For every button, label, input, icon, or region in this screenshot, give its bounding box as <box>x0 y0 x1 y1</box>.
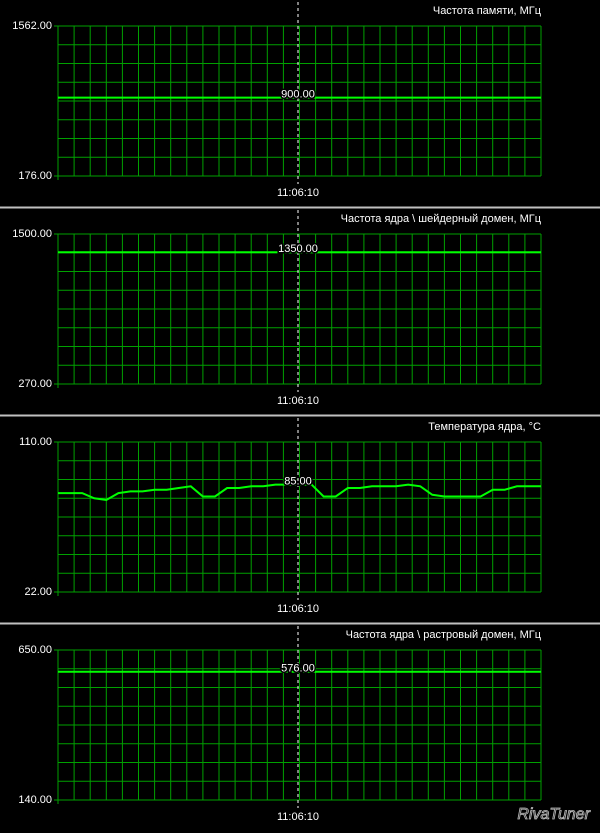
cursor-time: 11:06:10 <box>277 187 319 199</box>
y-tick-label: 22.00 <box>24 586 52 598</box>
cursor-time: 11:06:10 <box>277 811 319 823</box>
data-line <box>58 483 541 502</box>
cursor-time: 11:06:10 <box>277 603 319 615</box>
y-tick-label: 270.00 <box>18 378 52 390</box>
chart-title: Частота ядра \ растровый домен, МГц <box>346 629 542 641</box>
watermark: RivaTuner <box>517 806 590 823</box>
y-tick-label: 176.00 <box>18 170 52 182</box>
y-tick-label: 140.00 <box>18 794 52 806</box>
chart-title: Температура ядра, °C <box>428 421 541 433</box>
y-tick-label: 650.00 <box>18 644 52 656</box>
y-tick-label: 1500.00 <box>12 228 52 240</box>
chart-title: Частота ядра \ шейдерный домен, МГц <box>341 213 542 225</box>
cursor-value: 85.00 <box>284 476 312 488</box>
y-tick-label: 1562.00 <box>12 20 52 32</box>
y-tick-label: 110.00 <box>19 436 52 448</box>
cursor-value: 900.00 <box>281 89 315 101</box>
cursor-time: 11:06:10 <box>277 395 319 407</box>
cursor-value: 576.00 <box>281 663 315 675</box>
chart-title: Частота памяти, МГц <box>433 5 542 17</box>
cursor-value: 1350.00 <box>278 243 318 255</box>
